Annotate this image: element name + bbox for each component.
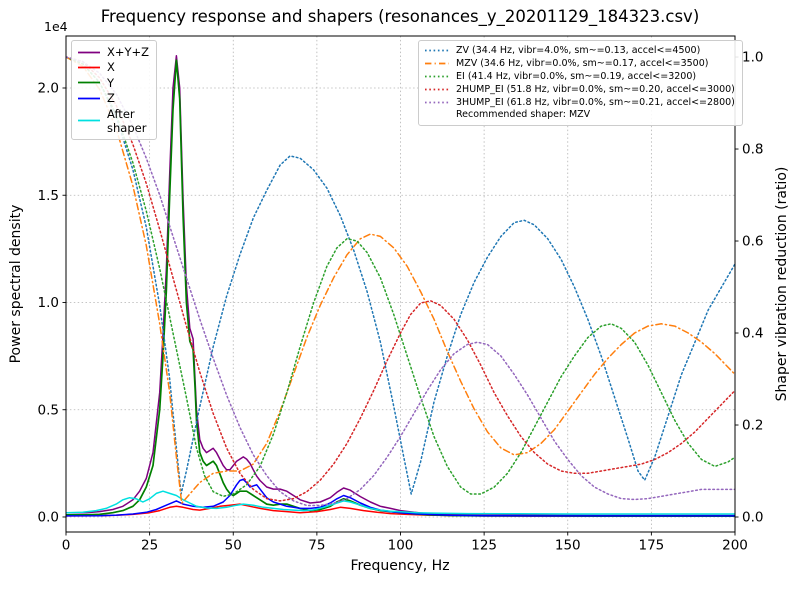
legend-line-sample bbox=[424, 45, 450, 56]
legend-line-sample bbox=[77, 115, 101, 126]
legend-label: Y bbox=[107, 75, 115, 90]
svg-text:0.5: 0.5 bbox=[38, 402, 59, 418]
y-curve bbox=[66, 59, 735, 517]
legend-line-sample bbox=[77, 62, 101, 73]
3hump-ei-curve bbox=[66, 56, 735, 507]
svg-text:175: 175 bbox=[638, 538, 664, 554]
legend-line-sample bbox=[424, 71, 450, 82]
svg-text:75: 75 bbox=[308, 538, 325, 554]
legend-item: After shaper bbox=[77, 107, 149, 136]
legend-psd-curves: X+Y+Z X Y Z After shaper bbox=[71, 40, 158, 141]
2hump-ei-curve bbox=[66, 56, 735, 502]
ei-curve bbox=[66, 56, 735, 498]
chart-title: Frequency response and shapers (resonanc… bbox=[100, 7, 700, 26]
svg-text:50: 50 bbox=[225, 538, 242, 554]
mzv-curve bbox=[66, 56, 735, 504]
legend-item: Recommended shaper: MZV bbox=[424, 109, 735, 121]
svg-text:200: 200 bbox=[722, 538, 748, 554]
tick-marks bbox=[62, 56, 739, 536]
legend-line-sample bbox=[77, 77, 101, 88]
left-y-axis-label: Power spectral density bbox=[8, 204, 24, 364]
legend-line-sample bbox=[424, 58, 450, 69]
svg-text:1.5: 1.5 bbox=[38, 188, 59, 204]
legend-line-sample bbox=[77, 47, 101, 58]
legend-line-sample bbox=[424, 84, 450, 95]
legend-item: EI (41.4 Hz, vibr=0.0%, sm~=0.19, accel<… bbox=[424, 71, 735, 83]
legend-label: X+Y+Z bbox=[107, 45, 150, 59]
svg-text:0.2: 0.2 bbox=[742, 418, 763, 434]
svg-text:0.6: 0.6 bbox=[742, 234, 763, 250]
legend-label: Recommended shaper: MZV bbox=[456, 109, 591, 121]
after-shaper-curve bbox=[66, 490, 735, 515]
legend-item: Z bbox=[77, 91, 149, 105]
svg-text:100: 100 bbox=[388, 538, 414, 554]
legend-line-sample bbox=[77, 93, 101, 104]
z-curve bbox=[66, 478, 735, 517]
legend-label: After shaper bbox=[107, 106, 147, 135]
x-axis-label: Frequency, Hz bbox=[350, 558, 450, 574]
svg-text:150: 150 bbox=[555, 538, 581, 554]
legend-item: 3HUMP_EI (61.8 Hz, vibr=0.0%, sm~=0.21, … bbox=[424, 97, 735, 109]
legend-item: MZV (34.6 Hz, vibr=0.0%, sm~=0.17, accel… bbox=[424, 58, 735, 70]
svg-text:1.0: 1.0 bbox=[38, 295, 59, 311]
legend-label: X bbox=[107, 60, 115, 75]
legend-label: 2HUMP_EI (51.8 Hz, vibr=0.0%, sm~=0.20, … bbox=[456, 83, 735, 95]
svg-text:0.4: 0.4 bbox=[742, 326, 763, 342]
legend-line-sample bbox=[424, 97, 450, 108]
right-y-axis-label: Shaper vibration reduction (ratio) bbox=[774, 166, 790, 402]
legend-item: X bbox=[77, 60, 149, 74]
legend-item: ZV (34.4 Hz, vibr=4.0%, sm~=0.13, accel<… bbox=[424, 45, 735, 57]
legend-label: ZV (34.4 Hz, vibr=4.0%, sm~=0.13, accel<… bbox=[456, 45, 701, 56]
legend-label: 3HUMP_EI (61.8 Hz, vibr=0.0%, sm~=0.21, … bbox=[456, 96, 735, 108]
svg-text:2.0: 2.0 bbox=[38, 81, 59, 97]
tick-labels: 0 25 50 75 100 125 150 175 200 0.0 0.5 1.0 1.5 2.0 0.0… bbox=[38, 50, 764, 554]
legend-shaper-curves: ZV (34.4 Hz, vibr=4.0%, sm~=0.13, accel<… bbox=[418, 40, 743, 127]
legend-item: Y bbox=[77, 76, 149, 90]
svg-text:0.8: 0.8 bbox=[742, 142, 763, 158]
legend-label: EI (41.4 Hz, vibr=0.0%, sm~=0.19, accel<… bbox=[456, 70, 697, 82]
svg-text:1.0: 1.0 bbox=[742, 50, 763, 66]
svg-text:0: 0 bbox=[62, 538, 71, 554]
legend-label: MZV (34.6 Hz, vibr=0.0%, sm~=0.17, accel… bbox=[456, 57, 709, 69]
zv-curve bbox=[66, 56, 735, 495]
svg-text:0.0: 0.0 bbox=[38, 510, 59, 526]
legend-label: Z bbox=[107, 91, 115, 106]
axis-scale-multiplier: 1e4 bbox=[44, 19, 68, 34]
svg-text:125: 125 bbox=[471, 538, 497, 554]
legend-item: X+Y+Z bbox=[77, 45, 149, 59]
svg-text:0.0: 0.0 bbox=[742, 510, 763, 526]
legend-item: 2HUMP_EI (51.8 Hz, vibr=0.0%, sm~=0.20, … bbox=[424, 84, 735, 96]
svg-text:25: 25 bbox=[141, 538, 158, 554]
